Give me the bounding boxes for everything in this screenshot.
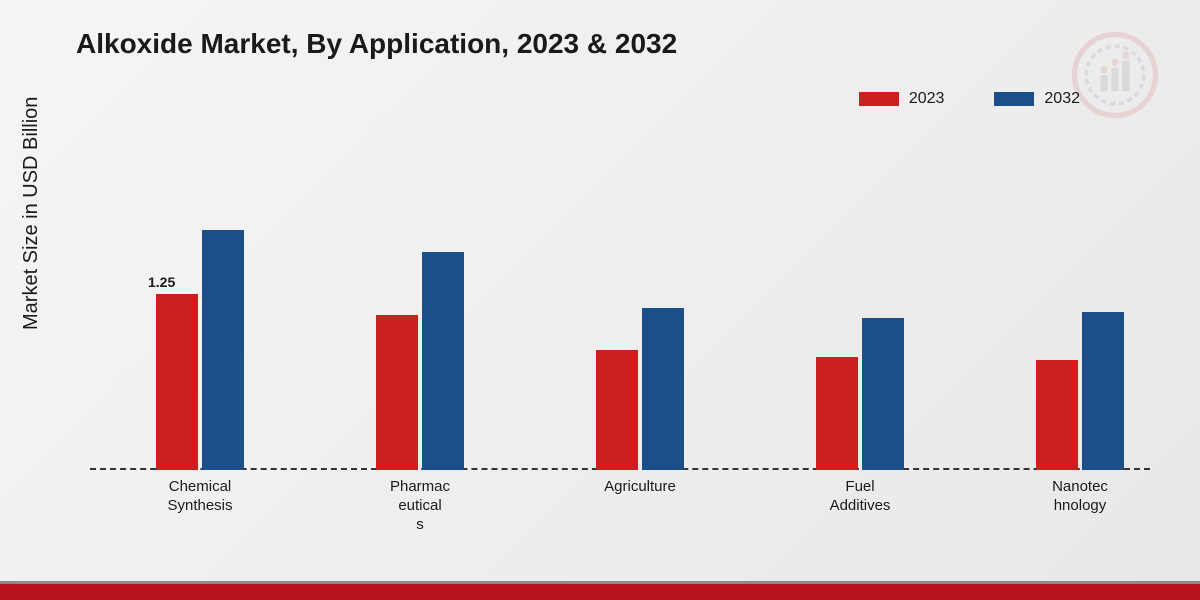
legend-swatch-2032 [994,92,1034,106]
bar-2032 [862,318,904,470]
bar-2023 [376,315,418,470]
bar-group [790,318,930,470]
bar-value-label: 1.25 [148,274,175,290]
legend: 2023 2032 [859,90,1080,108]
legend-label-2032: 2032 [1044,90,1080,108]
chart-title: Alkoxide Market, By Application, 2023 & … [76,28,677,60]
footer-bar [0,584,1200,600]
bar-2023 [1036,360,1078,470]
legend-label-2023: 2023 [909,90,945,108]
x-axis-category-label: Pharmaceuticals [360,478,480,534]
x-axis-category-label: Agriculture [580,478,700,497]
legend-item-2023: 2023 [859,90,945,108]
chart-area: 1.25 [90,160,1150,470]
bar-2032 [1082,312,1124,470]
bar-2032 [642,308,684,470]
bar-group [1010,312,1150,470]
bar-2023 [596,350,638,470]
legend-swatch-2023 [859,92,899,106]
legend-item-2032: 2032 [994,90,1080,108]
bar-2032 [202,230,244,470]
bar-2023 [156,294,198,470]
x-axis-category-label: Nanotechnology [1020,478,1140,516]
bar-group [570,308,710,470]
y-axis-label: Market Size in USD Billion [20,97,43,330]
x-axis-category-label: ChemicalSynthesis [140,478,260,516]
logo-watermark [1070,30,1160,120]
bar-group [130,230,270,470]
x-axis-category-label: FuelAdditives [800,478,920,516]
bar-group [350,252,490,470]
bar-2032 [422,252,464,470]
bar-2023 [816,357,858,470]
